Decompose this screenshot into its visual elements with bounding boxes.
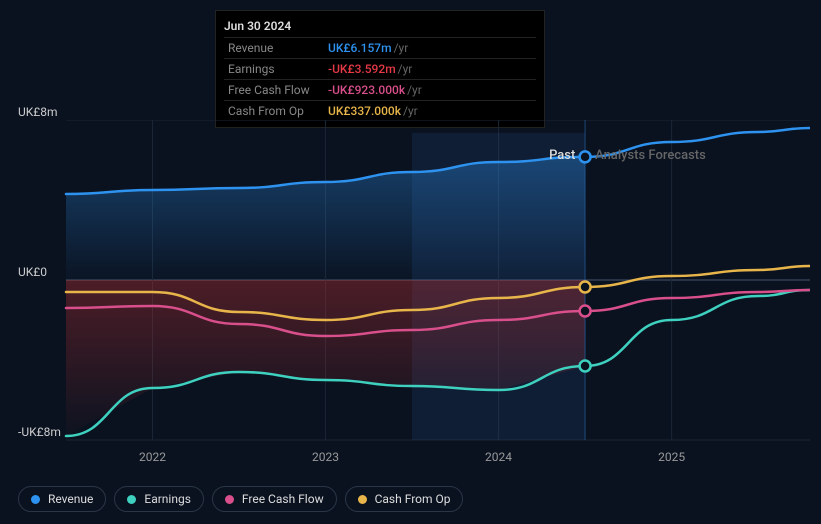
tooltip-row-value: -UK£923.000k/yr (324, 80, 536, 101)
legend-item[interactable]: Earnings (114, 486, 204, 512)
tooltip-row-label: Revenue (224, 38, 324, 59)
chart-svg[interactable] (18, 120, 810, 480)
xaxis-tick-label: 2022 (139, 450, 166, 464)
tooltip-row-value: UK£6.157m/yr (324, 38, 536, 59)
legend-label: Revenue (48, 492, 93, 506)
legend-dot (127, 495, 136, 504)
yaxis-tick-label: UK£8m (18, 105, 58, 119)
label-past: Past (549, 148, 575, 163)
legend-label: Free Cash Flow (242, 492, 324, 506)
legend-label: Cash From Op (375, 492, 451, 506)
legend-dot (225, 495, 234, 504)
legend-dot (31, 495, 40, 504)
xaxis-tick-label: 2024 (485, 450, 512, 464)
legend: Revenue Earnings Free Cash Flow Cash From O… (18, 486, 463, 512)
legend-item[interactable]: Free Cash Flow (212, 486, 337, 512)
label-forecast: Analysts Forecasts (595, 148, 706, 163)
chart-container: Jun 30 2024 RevenueUK£6.157m/yrEarnings-… (0, 0, 821, 524)
legend-item[interactable]: Revenue (18, 486, 106, 512)
xaxis-tick-label: 2023 (312, 450, 339, 464)
tooltip-row-value: UK£337.000k/yr (324, 101, 536, 122)
tooltip-row-label: Free Cash Flow (224, 80, 324, 101)
yaxis-tick-label: UK£0 (18, 265, 47, 279)
tooltip-row-value: -UK£3.592m/yr (324, 59, 536, 80)
tooltip-date: Jun 30 2024 (224, 17, 536, 37)
tooltip-table: RevenueUK£6.157m/yrEarnings-UK£3.592m/yr… (224, 37, 536, 121)
yaxis-tick-label: -UK£8m (18, 425, 61, 439)
legend-label: Earnings (144, 492, 191, 506)
tooltip-row-label: Earnings (224, 59, 324, 80)
chart-area (18, 120, 810, 450)
tooltip-row-label: Cash From Op (224, 101, 324, 122)
xaxis-tick-label: 2025 (658, 450, 685, 464)
legend-item[interactable]: Cash From Op (345, 486, 464, 512)
chart-tooltip: Jun 30 2024 RevenueUK£6.157m/yrEarnings-… (215, 10, 545, 128)
legend-dot (358, 495, 367, 504)
